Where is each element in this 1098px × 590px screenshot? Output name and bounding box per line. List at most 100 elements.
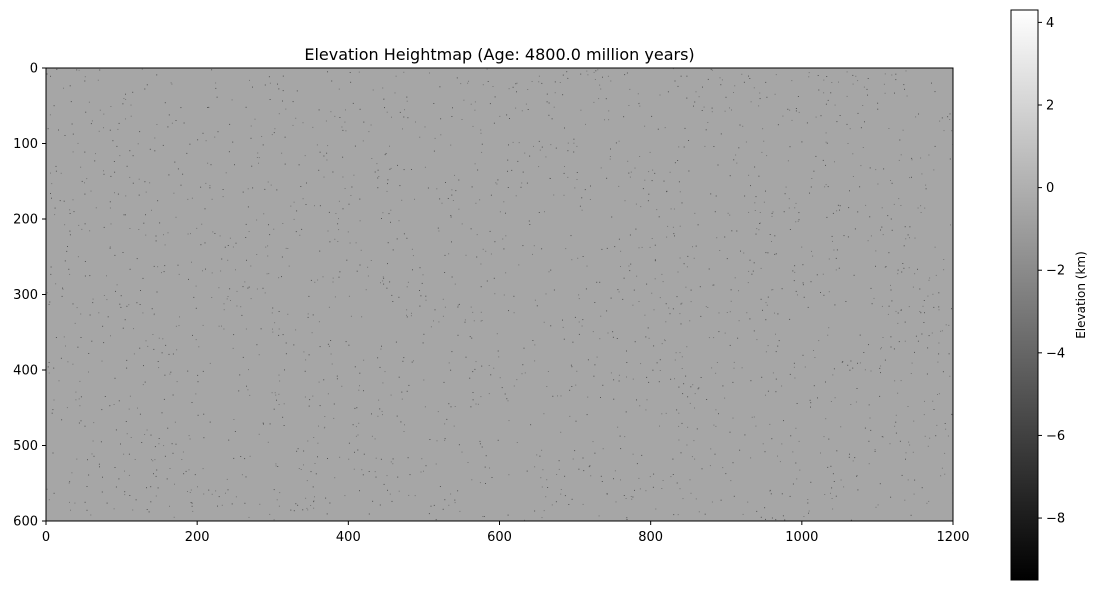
- y-tick-label: 0: [30, 62, 38, 77]
- heatmap-speck: [887, 215, 889, 217]
- heatmap-speck: [336, 378, 338, 380]
- x-tick-label: 0: [42, 530, 50, 545]
- heatmap-speck: [919, 311, 921, 312]
- heatmap-speck: [767, 390, 769, 392]
- heatmap-speck: [273, 408, 275, 410]
- heatmap-speck: [156, 74, 158, 76]
- heatmap-speck: [352, 424, 354, 426]
- heatmap-speck: [835, 495, 837, 497]
- heatmap-speck: [860, 127, 862, 129]
- heatmap-speck: [794, 271, 796, 273]
- heatmap-speck: [873, 297, 875, 299]
- heatmap-speck: [556, 474, 558, 475]
- heatmap-speck: [384, 154, 386, 156]
- heatmap-speck: [769, 234, 771, 235]
- heatmap-speck: [381, 410, 383, 412]
- heatmap-speck: [406, 286, 408, 288]
- heatmap-speck: [391, 116, 392, 118]
- heatmap-speck: [86, 486, 88, 487]
- heatmap-speck: [547, 487, 549, 488]
- heatmap-speck: [689, 479, 691, 481]
- heatmap-speck: [504, 393, 506, 395]
- heatmap-speck: [210, 164, 212, 166]
- heatmap-speck: [638, 301, 640, 302]
- heatmap-speck: [218, 287, 220, 289]
- heatmap-speck: [480, 263, 482, 265]
- heatmap-speck: [126, 165, 128, 167]
- heatmap-speck: [901, 271, 903, 273]
- heatmap-speck: [832, 240, 833, 242]
- heatmap-speck: [762, 309, 763, 311]
- heatmap-speck: [497, 179, 499, 181]
- heatmap-speck: [785, 186, 787, 188]
- heatmap-speck: [377, 187, 379, 189]
- heatmap-speck: [808, 76, 810, 78]
- heatmap-speck: [222, 196, 224, 198]
- heatmap-speck: [390, 221, 391, 223]
- heatmap-speck: [573, 142, 575, 144]
- heatmap-speck: [648, 381, 650, 383]
- heatmap-speck: [202, 132, 204, 134]
- heatmap-speck: [724, 397, 726, 399]
- heatmap-speck: [159, 222, 161, 224]
- heatmap-speck: [914, 351, 915, 353]
- heatmap-speck: [48, 499, 50, 501]
- heatmap-speck: [908, 267, 910, 269]
- heatmap-speck: [923, 414, 925, 416]
- heatmap-speck: [562, 74, 564, 76]
- heatmap-speck: [450, 215, 452, 216]
- heatmap-speck: [593, 71, 595, 73]
- heatmap-speck: [584, 189, 586, 191]
- heatmap-speck: [791, 80, 793, 82]
- heatmap-speck: [249, 79, 250, 81]
- heatmap-speck: [205, 268, 206, 270]
- heatmap-speck: [372, 89, 374, 91]
- heatmap-speck: [242, 191, 244, 193]
- heatmap-speck: [224, 246, 226, 248]
- heatmap-speck: [144, 381, 146, 383]
- heatmap-speck: [124, 491, 126, 493]
- heatmap-speck: [870, 429, 872, 431]
- heatmap-speck: [86, 178, 88, 180]
- heatmap-speck: [639, 488, 641, 490]
- heatmap-speck: [497, 350, 499, 352]
- heatmap-speck: [68, 482, 70, 484]
- heatmap-speck: [907, 479, 909, 481]
- heatmap-speck: [933, 306, 935, 308]
- heatmap-speck: [503, 248, 505, 250]
- heatmap-speck: [552, 395, 554, 397]
- heatmap-speck: [875, 169, 877, 171]
- heatmap-speck: [323, 176, 325, 178]
- heatmap-speck: [275, 465, 277, 467]
- heatmap-speck: [867, 240, 869, 242]
- heatmap-speck: [616, 338, 618, 339]
- heatmap-speck: [126, 433, 128, 435]
- heatmap-speck: [879, 367, 881, 369]
- heatmap-speck: [288, 265, 290, 267]
- heatmap-speck: [319, 405, 321, 407]
- heatmap-speck: [753, 262, 755, 264]
- heatmap-speck: [244, 281, 246, 283]
- heatmap-speck: [672, 308, 674, 310]
- heatmap-speck: [74, 322, 76, 324]
- heatmap-speck: [909, 444, 911, 446]
- heatmap-speck: [241, 474, 243, 476]
- heatmap-speck: [747, 501, 749, 503]
- heatmap-speck: [246, 385, 247, 387]
- heatmap-speck: [283, 403, 285, 405]
- heatmap-speck: [113, 508, 115, 510]
- heatmap-speck: [750, 380, 752, 382]
- heatmap-speck: [80, 337, 82, 338]
- heatmap-speck: [285, 247, 287, 249]
- heatmap-speck: [795, 290, 797, 292]
- heatmap-speck: [314, 205, 315, 207]
- heatmap-speck: [724, 332, 726, 334]
- heatmap-speck: [327, 145, 329, 147]
- heatmap-speck: [593, 375, 595, 377]
- heatmap-speck: [755, 233, 757, 235]
- heatmap-speck: [226, 478, 228, 480]
- heatmap-speck: [481, 446, 483, 448]
- heatmap-speck: [482, 84, 484, 86]
- heatmap-speck: [233, 457, 235, 459]
